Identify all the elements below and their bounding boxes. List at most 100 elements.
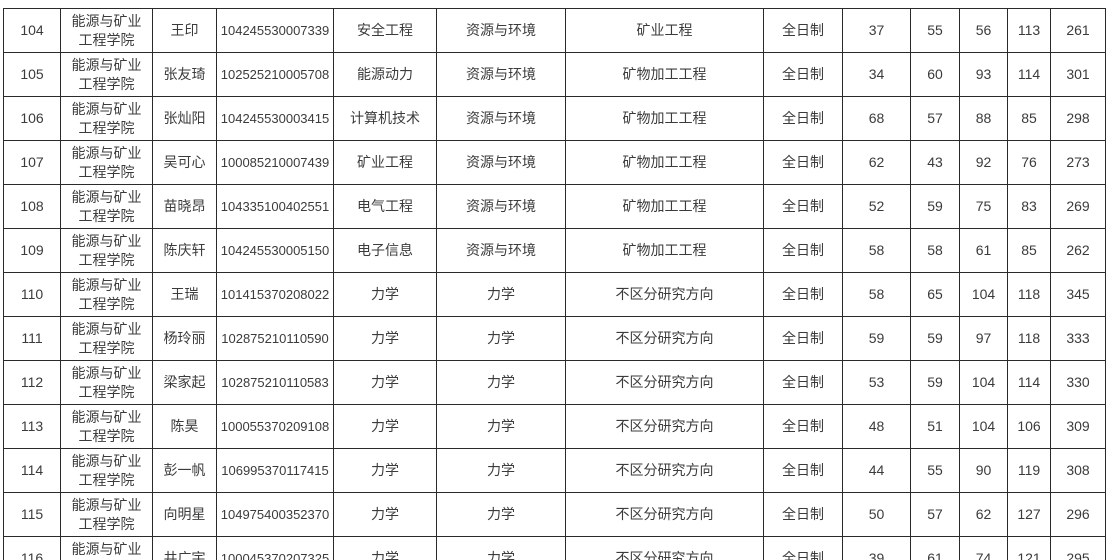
score-1-cell: 68 xyxy=(842,96,911,141)
college-cell: 能源与矿业工程学院 xyxy=(60,536,153,560)
name-cell: 吴可心 xyxy=(152,140,217,185)
total-score-cell: 333 xyxy=(1050,316,1106,361)
candidate-id-cell: 106995370117415 xyxy=(216,448,334,493)
score-1-cell: 44 xyxy=(842,448,911,493)
name-cell: 张灿阳 xyxy=(152,96,217,141)
score-2-cell: 57 xyxy=(910,492,960,537)
name-cell: 张友琦 xyxy=(152,52,217,97)
total-score-cell: 295 xyxy=(1050,536,1106,560)
score-1-cell: 62 xyxy=(842,140,911,185)
candidate-id-cell: 104245530007339 xyxy=(216,8,334,53)
name-cell: 彭一帆 xyxy=(152,448,217,493)
major-cell: 力学 xyxy=(333,316,437,361)
table-row: 110 能源与矿业工程学院 王瑞 101415370208022 力学 力学 不区分研究方向… xyxy=(3,272,1106,317)
score-2-cell: 59 xyxy=(910,184,960,229)
name-cell: 井广宇 xyxy=(152,536,217,560)
seq-number-cell: 112 xyxy=(3,360,61,405)
seq-number-cell: 105 xyxy=(3,52,61,97)
research-direction-cell: 不区分研究方向 xyxy=(565,536,764,560)
score-3-cell: 90 xyxy=(959,448,1008,493)
research-direction-cell: 矿物加工工程 xyxy=(565,52,764,97)
major-cell: 电气工程 xyxy=(333,184,437,229)
study-mode-cell: 全日制 xyxy=(763,8,843,53)
research-direction-cell: 矿物加工工程 xyxy=(565,228,764,273)
score-4-cell: 119 xyxy=(1007,448,1051,493)
score-2-cell: 55 xyxy=(910,8,960,53)
college-cell: 能源与矿业工程学院 xyxy=(60,360,153,405)
category-cell: 资源与环境 xyxy=(436,140,566,185)
seq-number-cell: 113 xyxy=(3,404,61,449)
seq-number-cell: 108 xyxy=(3,184,61,229)
college-cell: 能源与矿业工程学院 xyxy=(60,404,153,449)
total-score-cell: 309 xyxy=(1050,404,1106,449)
study-mode-cell: 全日制 xyxy=(763,536,843,560)
research-direction-cell: 不区分研究方向 xyxy=(565,316,764,361)
score-3-cell: 104 xyxy=(959,360,1008,405)
major-cell: 电子信息 xyxy=(333,228,437,273)
candidate-id-cell: 102525210005708 xyxy=(216,52,334,97)
category-cell: 力学 xyxy=(436,316,566,361)
score-4-cell: 118 xyxy=(1007,272,1051,317)
total-score-cell: 298 xyxy=(1050,96,1106,141)
major-cell: 力学 xyxy=(333,272,437,317)
total-score-cell: 273 xyxy=(1050,140,1106,185)
score-1-cell: 52 xyxy=(842,184,911,229)
major-cell: 力学 xyxy=(333,448,437,493)
major-cell: 力学 xyxy=(333,492,437,537)
candidate-id-cell: 100085210007439 xyxy=(216,140,334,185)
name-cell: 梁家起 xyxy=(152,360,217,405)
table-row: 113 能源与矿业工程学院 陈昊 100055370209108 力学 力学 不区分研究方向… xyxy=(3,404,1106,449)
score-3-cell: 75 xyxy=(959,184,1008,229)
major-cell: 矿业工程 xyxy=(333,140,437,185)
name-cell: 杨玲丽 xyxy=(152,316,217,361)
score-2-cell: 59 xyxy=(910,316,960,361)
candidate-id-cell: 100055370209108 xyxy=(216,404,334,449)
category-cell: 资源与环境 xyxy=(436,184,566,229)
college-cell: 能源与矿业工程学院 xyxy=(60,492,153,537)
research-direction-cell: 不区分研究方向 xyxy=(565,360,764,405)
total-score-cell: 261 xyxy=(1050,8,1106,53)
score-3-cell: 104 xyxy=(959,272,1008,317)
name-cell: 向明星 xyxy=(152,492,217,537)
score-1-cell: 53 xyxy=(842,360,911,405)
study-mode-cell: 全日制 xyxy=(763,52,843,97)
name-cell: 陈昊 xyxy=(152,404,217,449)
score-1-cell: 48 xyxy=(842,404,911,449)
total-score-cell: 345 xyxy=(1050,272,1106,317)
candidate-id-cell: 104975400352370 xyxy=(216,492,334,537)
research-direction-cell: 矿物加工工程 xyxy=(565,96,764,141)
score-1-cell: 58 xyxy=(842,228,911,273)
name-cell: 陈庆轩 xyxy=(152,228,217,273)
category-cell: 力学 xyxy=(436,360,566,405)
score-4-cell: 85 xyxy=(1007,96,1051,141)
seq-number-cell: 115 xyxy=(3,492,61,537)
seq-number-cell: 104 xyxy=(3,8,61,53)
score-4-cell: 114 xyxy=(1007,52,1051,97)
candidate-id-cell: 101415370208022 xyxy=(216,272,334,317)
category-cell: 力学 xyxy=(436,492,566,537)
category-cell: 力学 xyxy=(436,536,566,560)
score-2-cell: 43 xyxy=(910,140,960,185)
score-3-cell: 74 xyxy=(959,536,1008,560)
score-1-cell: 50 xyxy=(842,492,911,537)
score-4-cell: 106 xyxy=(1007,404,1051,449)
study-mode-cell: 全日制 xyxy=(763,228,843,273)
seq-number-cell: 106 xyxy=(3,96,61,141)
score-2-cell: 65 xyxy=(910,272,960,317)
major-cell: 能源动力 xyxy=(333,52,437,97)
score-4-cell: 121 xyxy=(1007,536,1051,560)
table-body: 104 能源与矿业工程学院 王印 104245530007339 安全工程 资源与环境 矿业… xyxy=(3,8,1106,560)
total-score-cell: 269 xyxy=(1050,184,1106,229)
college-cell: 能源与矿业工程学院 xyxy=(60,8,153,53)
table-row: 114 能源与矿业工程学院 彭一帆 106995370117415 力学 力学 不区分研究方… xyxy=(3,448,1106,493)
college-cell: 能源与矿业工程学院 xyxy=(60,448,153,493)
admission-score-table: 104 能源与矿业工程学院 王印 104245530007339 安全工程 资源与环境 矿业… xyxy=(3,8,1106,560)
study-mode-cell: 全日制 xyxy=(763,184,843,229)
table-row: 104 能源与矿业工程学院 王印 104245530007339 安全工程 资源与环境 矿业… xyxy=(3,8,1106,53)
score-2-cell: 51 xyxy=(910,404,960,449)
score-3-cell: 62 xyxy=(959,492,1008,537)
score-1-cell: 37 xyxy=(842,8,911,53)
study-mode-cell: 全日制 xyxy=(763,272,843,317)
candidate-id-cell: 100045370207325 xyxy=(216,536,334,560)
score-4-cell: 83 xyxy=(1007,184,1051,229)
